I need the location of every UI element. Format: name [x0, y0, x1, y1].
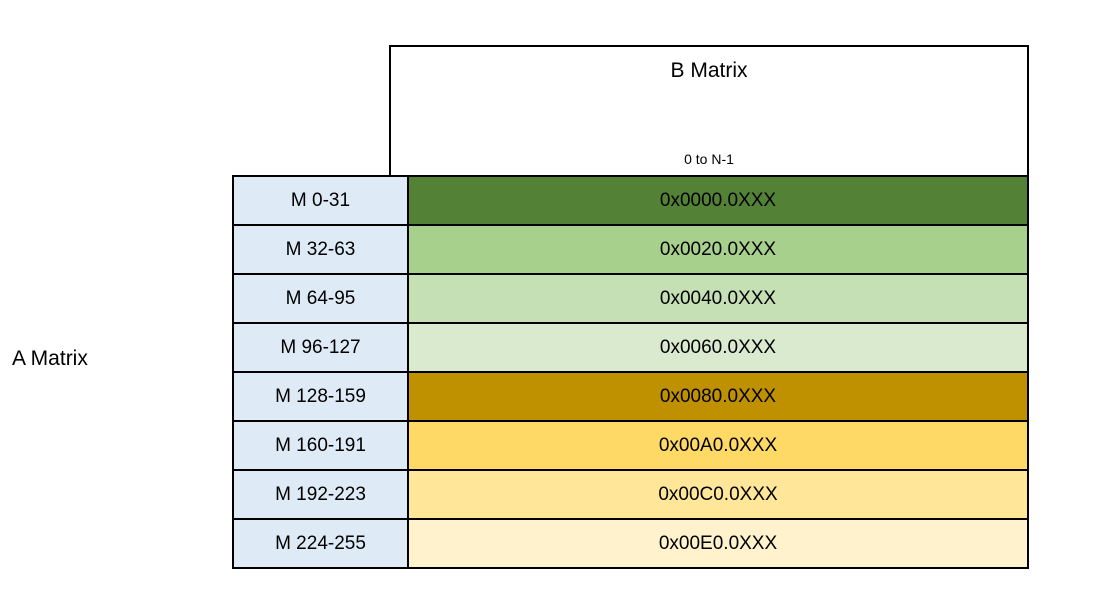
b-matrix-header-box: B Matrix 0 to N-1 — [389, 45, 1029, 180]
row-address: 0x0020.0XXX — [409, 226, 1027, 273]
row-label: M 32-63 — [234, 226, 407, 273]
row-address: 0x00A0.0XXX — [409, 422, 1027, 469]
row-label: M 96-127 — [234, 324, 407, 371]
b-matrix-title: B Matrix — [670, 59, 748, 82]
row-label: M 192-223 — [234, 471, 407, 518]
row-label: M 128-159 — [234, 373, 407, 420]
row-address: 0x00E0.0XXX — [409, 520, 1027, 567]
row-address: 0x0080.0XXX — [409, 373, 1027, 420]
row-address: 0x0060.0XXX — [409, 324, 1027, 371]
a-matrix-label: A Matrix — [12, 347, 88, 370]
row-label: M 0-31 — [234, 177, 407, 224]
row-label: M 64-95 — [234, 275, 407, 322]
memory-layout-table: M 0-31 0x0000.0XXX M 32-63 0x0020.0XXX M… — [232, 175, 1029, 569]
b-matrix-range-label: 0 to N-1 — [684, 151, 734, 167]
row-address: 0x0000.0XXX — [409, 177, 1027, 224]
row-label: M 160-191 — [234, 422, 407, 469]
row-address: 0x0040.0XXX — [409, 275, 1027, 322]
row-label: M 224-255 — [234, 520, 407, 567]
row-address: 0x00C0.0XXX — [409, 471, 1027, 518]
